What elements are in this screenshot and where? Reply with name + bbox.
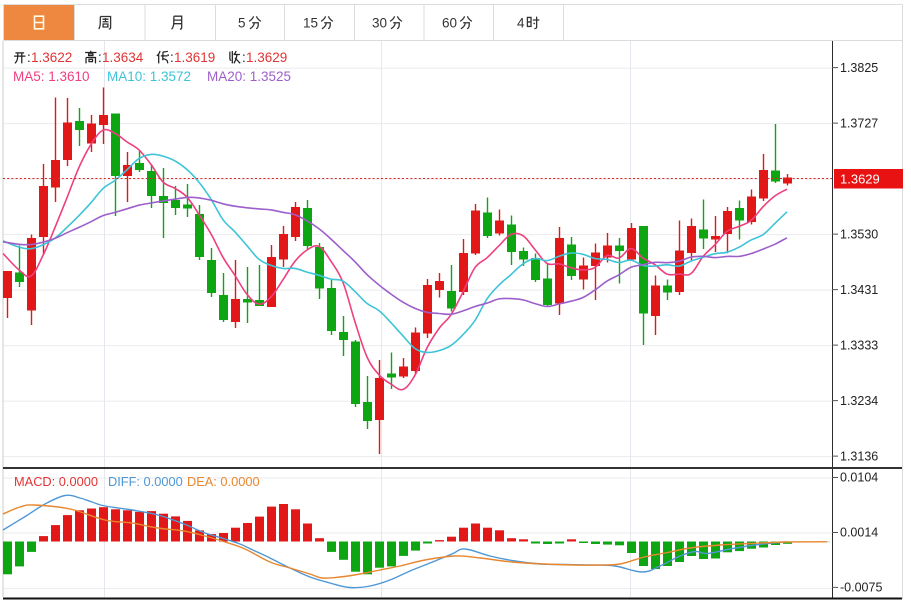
svg-text:0.0104: 0.0104 — [840, 471, 878, 485]
svg-text::: : — [98, 50, 102, 65]
svg-text:MA20: 1.3525: MA20: 1.3525 — [207, 69, 291, 84]
svg-text:1.3530: 1.3530 — [840, 227, 878, 241]
svg-text:1.3622: 1.3622 — [31, 50, 72, 65]
svg-text:4: 4 — [517, 16, 525, 31]
svg-text::: : — [170, 50, 174, 65]
svg-text::: : — [27, 50, 31, 65]
svg-text:1.3629: 1.3629 — [840, 172, 880, 187]
svg-text:1.3431: 1.3431 — [840, 283, 878, 297]
svg-text:MACD: 0.0000: MACD: 0.0000 — [14, 474, 98, 489]
svg-text:5: 5 — [238, 16, 246, 31]
svg-text:0.0014: 0.0014 — [840, 526, 878, 540]
svg-text:DEA: 0.0000: DEA: 0.0000 — [187, 474, 260, 489]
svg-text:1.3629: 1.3629 — [246, 50, 287, 65]
svg-text:-0.0075: -0.0075 — [840, 581, 882, 595]
svg-text:DIFF: 0.0000: DIFF: 0.0000 — [108, 474, 183, 489]
svg-text:1.3825: 1.3825 — [840, 61, 878, 75]
svg-text:1.3234: 1.3234 — [840, 394, 878, 408]
svg-text:1.3619: 1.3619 — [174, 50, 215, 65]
svg-text:1.3136: 1.3136 — [840, 449, 878, 463]
svg-text:15: 15 — [303, 16, 318, 31]
svg-text:1.3727: 1.3727 — [840, 116, 878, 130]
svg-text:1.3333: 1.3333 — [840, 338, 878, 352]
svg-text:30: 30 — [372, 16, 387, 31]
svg-text:60: 60 — [442, 16, 457, 31]
svg-text:MA10: 1.3572: MA10: 1.3572 — [107, 69, 191, 84]
svg-text:MA5: 1.3610: MA5: 1.3610 — [13, 69, 90, 84]
svg-text:1.3634: 1.3634 — [102, 50, 144, 65]
svg-text::: : — [242, 50, 246, 65]
